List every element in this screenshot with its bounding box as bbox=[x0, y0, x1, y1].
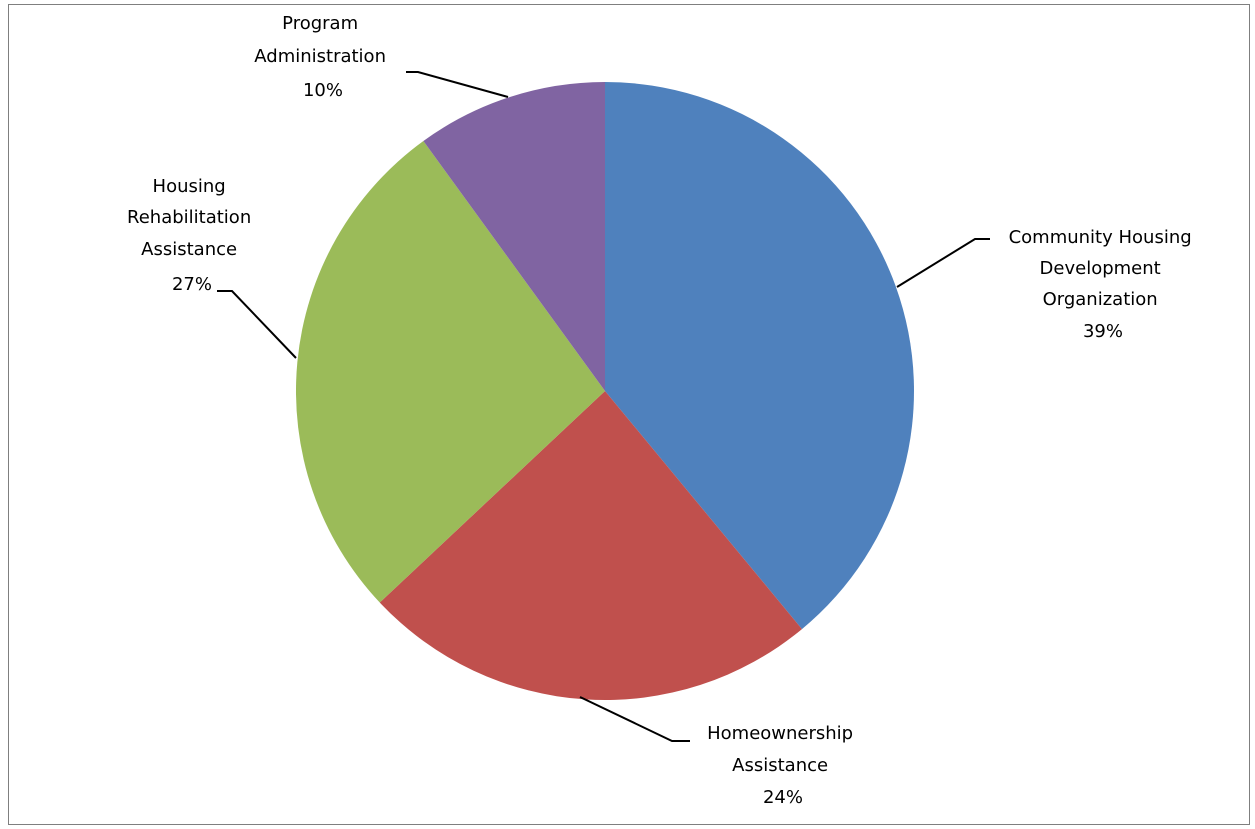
slice-label-1-pct: 24% bbox=[763, 787, 803, 808]
slice-label-2: Housing Rehabilitation Assistance 27% bbox=[127, 176, 257, 295]
slice-label-1-line-1: Homeownership bbox=[707, 723, 853, 744]
slice-label-0-line-2: Development bbox=[1040, 258, 1161, 279]
pie-slice-1 bbox=[379, 391, 802, 701]
leader-line-slice-1 bbox=[579, 696, 690, 742]
slice-label-0-line-3: Organization bbox=[1043, 289, 1158, 310]
slice-label-1-line-2: Assistance bbox=[732, 755, 828, 776]
slice-label-3: Program Administration 10% bbox=[254, 13, 391, 101]
slice-label-3-line-2: Administration bbox=[254, 46, 386, 67]
leader-line-slice-2 bbox=[217, 290, 297, 359]
slice-label-2-pct: 27% bbox=[172, 274, 212, 295]
slice-label-3-line-1: Program bbox=[282, 13, 358, 34]
pie-slice-2 bbox=[295, 141, 605, 603]
pie-slices bbox=[295, 82, 914, 701]
pie-slice-3 bbox=[423, 82, 605, 391]
slice-label-2-line-2: Rehabilitation bbox=[127, 207, 251, 228]
slice-label-0: Community Housing Development Organizati… bbox=[1009, 227, 1198, 342]
slice-label-3-pct: 10% bbox=[303, 80, 343, 101]
slice-label-1: Homeownership Assistance 24% bbox=[707, 723, 859, 808]
slice-label-2-line-3: Assistance bbox=[141, 239, 237, 260]
leader-line-slice-0 bbox=[896, 238, 990, 288]
slice-labels: Community Housing Development Organizati… bbox=[127, 13, 1198, 808]
leader-lines bbox=[217, 71, 990, 742]
pie-slice-0 bbox=[605, 82, 914, 630]
slice-label-0-pct: 39% bbox=[1083, 321, 1123, 342]
leader-line-slice-3 bbox=[406, 71, 509, 98]
slice-label-2-line-1: Housing bbox=[153, 176, 226, 197]
slice-label-0-line-1: Community Housing bbox=[1009, 227, 1192, 248]
